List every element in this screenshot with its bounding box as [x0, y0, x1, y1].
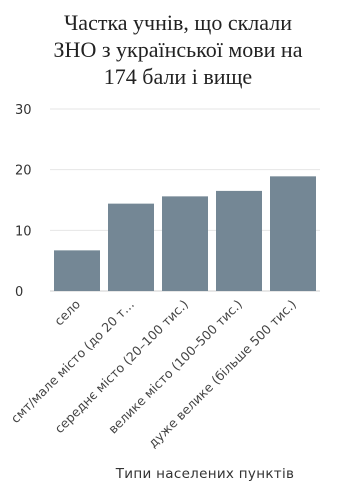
y-tick-label: 0 [15, 285, 23, 300]
y-tick-label: 30 [15, 103, 32, 118]
x-axis-title: Типи населених пунктів [115, 466, 295, 482]
chart-title: Частка учнів, що склали ЗНО з українсько… [54, 10, 303, 89]
x-category-label: село [51, 297, 83, 329]
bar[interactable] [108, 203, 154, 291]
y-tick-label: 20 [15, 164, 32, 179]
bar[interactable] [216, 190, 262, 291]
bar[interactable] [270, 176, 316, 291]
bar[interactable] [162, 196, 208, 291]
y-axis-ticks: 0 10 20 30 [15, 103, 32, 300]
bar[interactable] [54, 250, 100, 291]
y-tick-label: 10 [15, 224, 32, 239]
chart-title-line-3: 174 бали і вище [104, 64, 252, 89]
chart-title-line-1: Частка учнів, що склали [64, 10, 292, 35]
bars [54, 176, 316, 291]
chart-title-line-2: ЗНО з української мови на [54, 37, 303, 62]
